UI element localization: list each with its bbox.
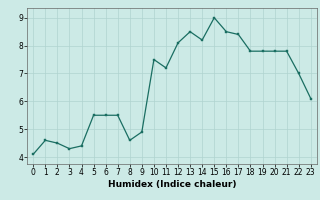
X-axis label: Humidex (Indice chaleur): Humidex (Indice chaleur) [108, 180, 236, 189]
